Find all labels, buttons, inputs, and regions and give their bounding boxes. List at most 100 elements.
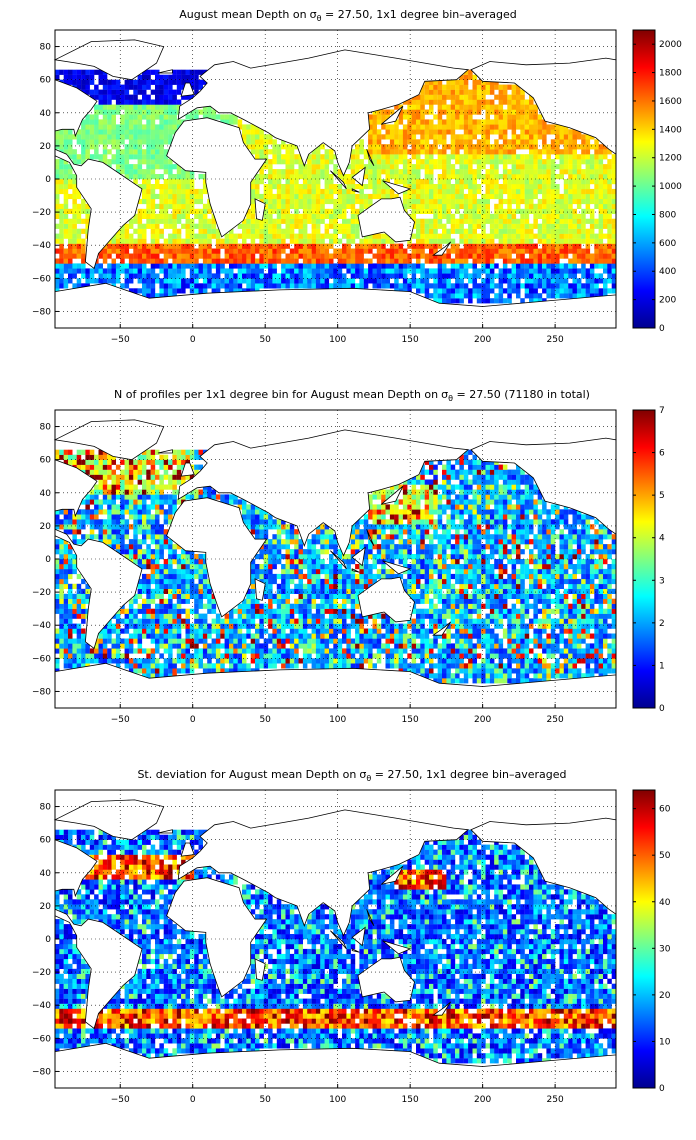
data-cell [389,648,395,654]
data-cell [385,174,390,180]
data-cell [607,248,612,254]
data-cell [302,248,308,254]
data-cell [146,99,151,105]
data-cell [202,668,208,674]
data-cell [529,134,534,140]
data-cell [494,203,499,209]
data-cell [372,638,377,644]
data-cell [124,248,130,254]
data-cell [359,273,364,279]
data-cell [250,203,256,209]
data-cell [516,228,521,234]
data-cell [416,179,421,185]
data-cell [72,663,77,669]
data-cell [329,243,334,249]
data-cell [542,658,547,664]
data-cell [550,668,556,674]
data-cell [363,248,369,254]
data-cell [155,184,160,190]
data-cell [59,184,64,190]
data-cell [468,673,473,679]
data-cell [442,94,447,100]
data-cell [376,283,382,289]
data-cell [372,144,377,150]
data-cell [485,248,490,254]
data-cell [155,203,160,209]
data-cell [202,114,208,120]
data-cell [594,663,599,669]
data-cell [142,124,147,130]
data-cell [155,69,160,75]
data-cell [302,164,308,170]
data-cell [389,253,395,259]
data-cell [259,129,264,135]
data-cell [337,643,343,649]
data-cell [111,278,116,284]
data-cell [233,233,238,239]
data-cell [416,164,421,170]
data-cell [324,273,330,279]
data-cell [215,238,221,244]
data-cell [102,149,108,155]
data-cell [202,288,208,294]
data-cell [402,184,408,190]
data-cell [346,283,351,289]
data-cell [494,109,499,115]
data-cell [68,243,73,249]
data-cell [529,253,534,259]
data-cell [463,668,469,674]
data-cell [337,184,343,190]
data-cell [459,203,464,209]
data-cell [442,678,447,684]
data-cell [124,648,130,654]
data-cell [585,139,591,145]
data-cell [476,238,482,244]
data-cell [137,109,143,115]
data-cell [437,213,443,219]
data-cell [398,283,404,289]
data-cell [215,263,221,269]
data-cell [437,653,443,659]
data-cell [76,658,82,664]
data-cell [598,203,604,209]
data-cell [172,253,177,259]
data-cell [485,188,490,195]
data-cell [442,293,447,299]
data-cell [68,233,73,239]
data-cell [185,643,190,649]
data-cell [376,278,382,284]
data-cell [268,169,273,175]
data-cell [598,154,604,160]
data-cell [502,628,508,634]
data-cell [163,658,169,664]
data-cell [102,648,108,654]
data-cell [359,164,364,170]
data-cell [189,268,195,274]
data-cell [268,208,273,214]
data-cell [68,144,73,150]
data-cell [524,154,530,160]
data-cell [442,84,447,90]
data-cell [259,278,264,284]
data-cell [111,114,116,120]
data-cell [446,643,451,649]
data-cell [463,233,469,239]
data-cell [472,94,477,100]
data-cell [285,283,290,289]
data-cell [524,278,530,284]
data-cell [163,248,169,254]
data-cell [85,139,90,145]
data-cell [407,104,412,110]
data-cell [111,638,116,644]
data-cell [424,648,430,654]
data-cell [485,263,490,269]
data-cell [81,208,86,214]
data-cell [537,273,543,279]
data-cell [607,198,612,205]
data-cell [607,193,612,200]
data-cell [198,663,203,669]
data-cell [150,263,156,269]
data-cell [55,169,60,175]
data-cell [546,633,551,639]
data-cell [311,149,317,155]
